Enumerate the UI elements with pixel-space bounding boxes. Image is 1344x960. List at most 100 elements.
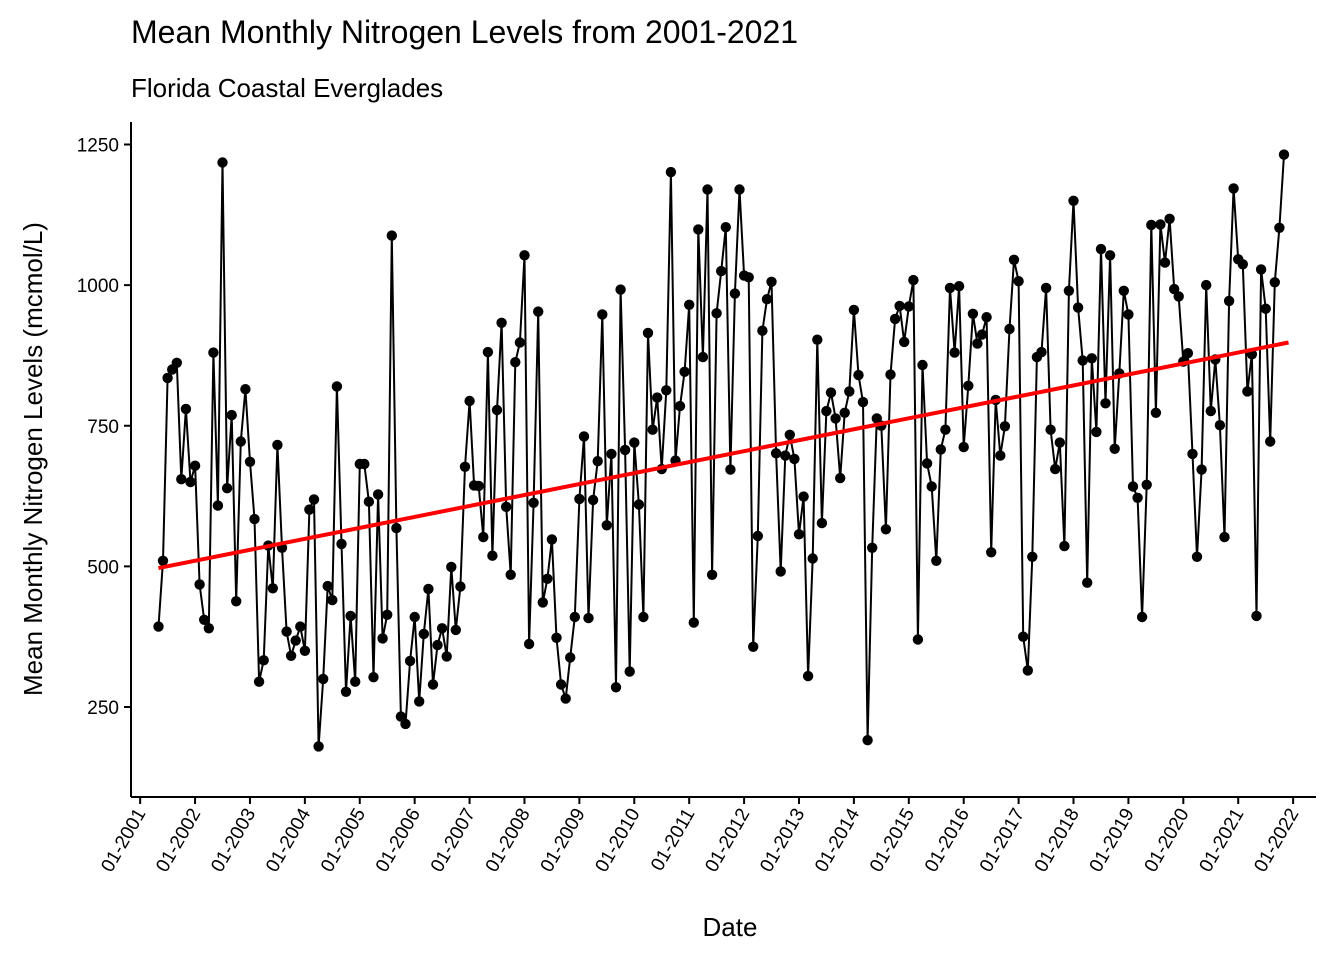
data-point (619, 444, 631, 456)
data-point (766, 276, 777, 287)
data-point (208, 347, 219, 358)
data-point (1265, 436, 1276, 447)
data-point (1127, 481, 1139, 492)
data-point (1228, 183, 1239, 194)
x-tick-label: 01-2009 (537, 805, 590, 876)
data-point (487, 550, 498, 561)
data-point (615, 284, 626, 295)
data-point (798, 491, 809, 502)
data-point (903, 301, 914, 312)
data-point (285, 650, 297, 661)
data-point (1050, 463, 1061, 475)
data-point (290, 635, 301, 646)
trend-line (158, 340, 1289, 571)
data-points (153, 149, 1290, 752)
data-point (340, 686, 352, 697)
data-point (780, 450, 791, 461)
data-point (295, 621, 306, 632)
data-point (711, 308, 722, 319)
data-point (176, 474, 187, 485)
data-point (528, 497, 539, 508)
x-tick-label: 01-2003 (207, 805, 260, 876)
data-point (542, 573, 553, 584)
data-point (1082, 577, 1093, 588)
data-point (953, 281, 965, 292)
data-point (1104, 250, 1116, 261)
data-point (862, 735, 873, 746)
x-tick-label: 01-2018 (1031, 805, 1084, 876)
data-point (1205, 405, 1217, 417)
data-point (1150, 407, 1162, 418)
data-point (281, 626, 292, 637)
data-point (240, 384, 251, 395)
data-point (633, 499, 645, 510)
data-point (377, 633, 388, 644)
data-point (546, 534, 558, 545)
x-tick-label: 01-2006 (372, 805, 425, 876)
data-point (706, 569, 718, 580)
data-point (578, 431, 590, 442)
data-point (1255, 264, 1267, 275)
data-point (409, 611, 420, 623)
data-point (363, 496, 375, 507)
data-point (1027, 551, 1038, 562)
x-tick-label: 01-2010 (592, 805, 645, 876)
y-tick-label: 250 (87, 698, 119, 719)
data-point (697, 351, 709, 363)
data-point (784, 429, 795, 440)
data-point (665, 166, 677, 178)
data-point (880, 524, 892, 535)
data-point (601, 520, 612, 531)
data-point (267, 583, 278, 594)
data-point (674, 400, 686, 412)
x-tick-label: 01-2021 (1195, 805, 1248, 876)
data-point (253, 676, 265, 687)
data-point (967, 308, 979, 319)
data-point (1214, 420, 1226, 431)
x-tick-label: 01-2013 (756, 805, 809, 876)
data-point (189, 460, 201, 471)
data-point (574, 493, 585, 505)
x-tick-label: 01-2014 (811, 805, 864, 876)
data-point (427, 679, 439, 690)
data-point (162, 372, 173, 384)
data-point (647, 424, 658, 435)
x-tick-label: 01-2016 (921, 805, 974, 876)
data-point (478, 531, 489, 543)
data-point (450, 624, 461, 636)
data-point (414, 696, 425, 707)
data-point (999, 421, 1011, 432)
data-point (523, 638, 535, 650)
data-point (889, 313, 901, 325)
x-tick-label: 01-2017 (976, 805, 1029, 876)
x-tick-label: 01-2005 (317, 805, 370, 876)
data-point (899, 336, 910, 348)
chart-title: Mean Monthly Nitrogen Levels from 2001-2… (131, 14, 798, 50)
data-point (482, 346, 494, 358)
data-point (661, 385, 672, 396)
data-point (885, 369, 896, 380)
data-point (629, 437, 640, 448)
data-point (1237, 259, 1249, 270)
data-point (551, 632, 562, 643)
data-point (912, 634, 924, 645)
data-point (825, 387, 837, 398)
data-point (249, 513, 260, 525)
data-point (441, 651, 452, 662)
data-point (221, 483, 233, 494)
data-point (917, 359, 928, 371)
data-point (1146, 219, 1157, 231)
trend-line-group (158, 340, 1289, 571)
data-point (716, 265, 727, 277)
data-point (729, 288, 741, 299)
data-point (1013, 276, 1024, 287)
x-tick-label: 01-2002 (152, 805, 205, 876)
data-point (331, 381, 343, 392)
data-point (1118, 285, 1130, 296)
data-point (793, 529, 805, 540)
data-point (839, 407, 850, 418)
data-point (1242, 386, 1253, 397)
data-point (226, 409, 237, 421)
data-point (336, 538, 347, 550)
